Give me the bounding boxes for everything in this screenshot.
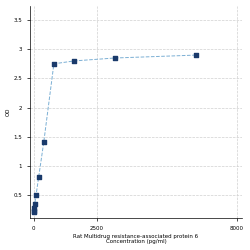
Point — [194, 53, 198, 57]
Point — [42, 140, 46, 144]
Y-axis label: OD: OD — [6, 108, 10, 116]
X-axis label: Rat Multidrug resistance-associated protein 6
Concentration (pg/ml): Rat Multidrug resistance-associated prot… — [73, 234, 199, 244]
Point — [33, 202, 37, 206]
Point — [52, 62, 56, 66]
Point — [36, 176, 40, 180]
Point — [32, 209, 36, 213]
Point — [72, 59, 76, 63]
Point — [32, 210, 36, 214]
Point — [32, 206, 36, 210]
Point — [113, 56, 117, 60]
Point — [34, 193, 38, 197]
